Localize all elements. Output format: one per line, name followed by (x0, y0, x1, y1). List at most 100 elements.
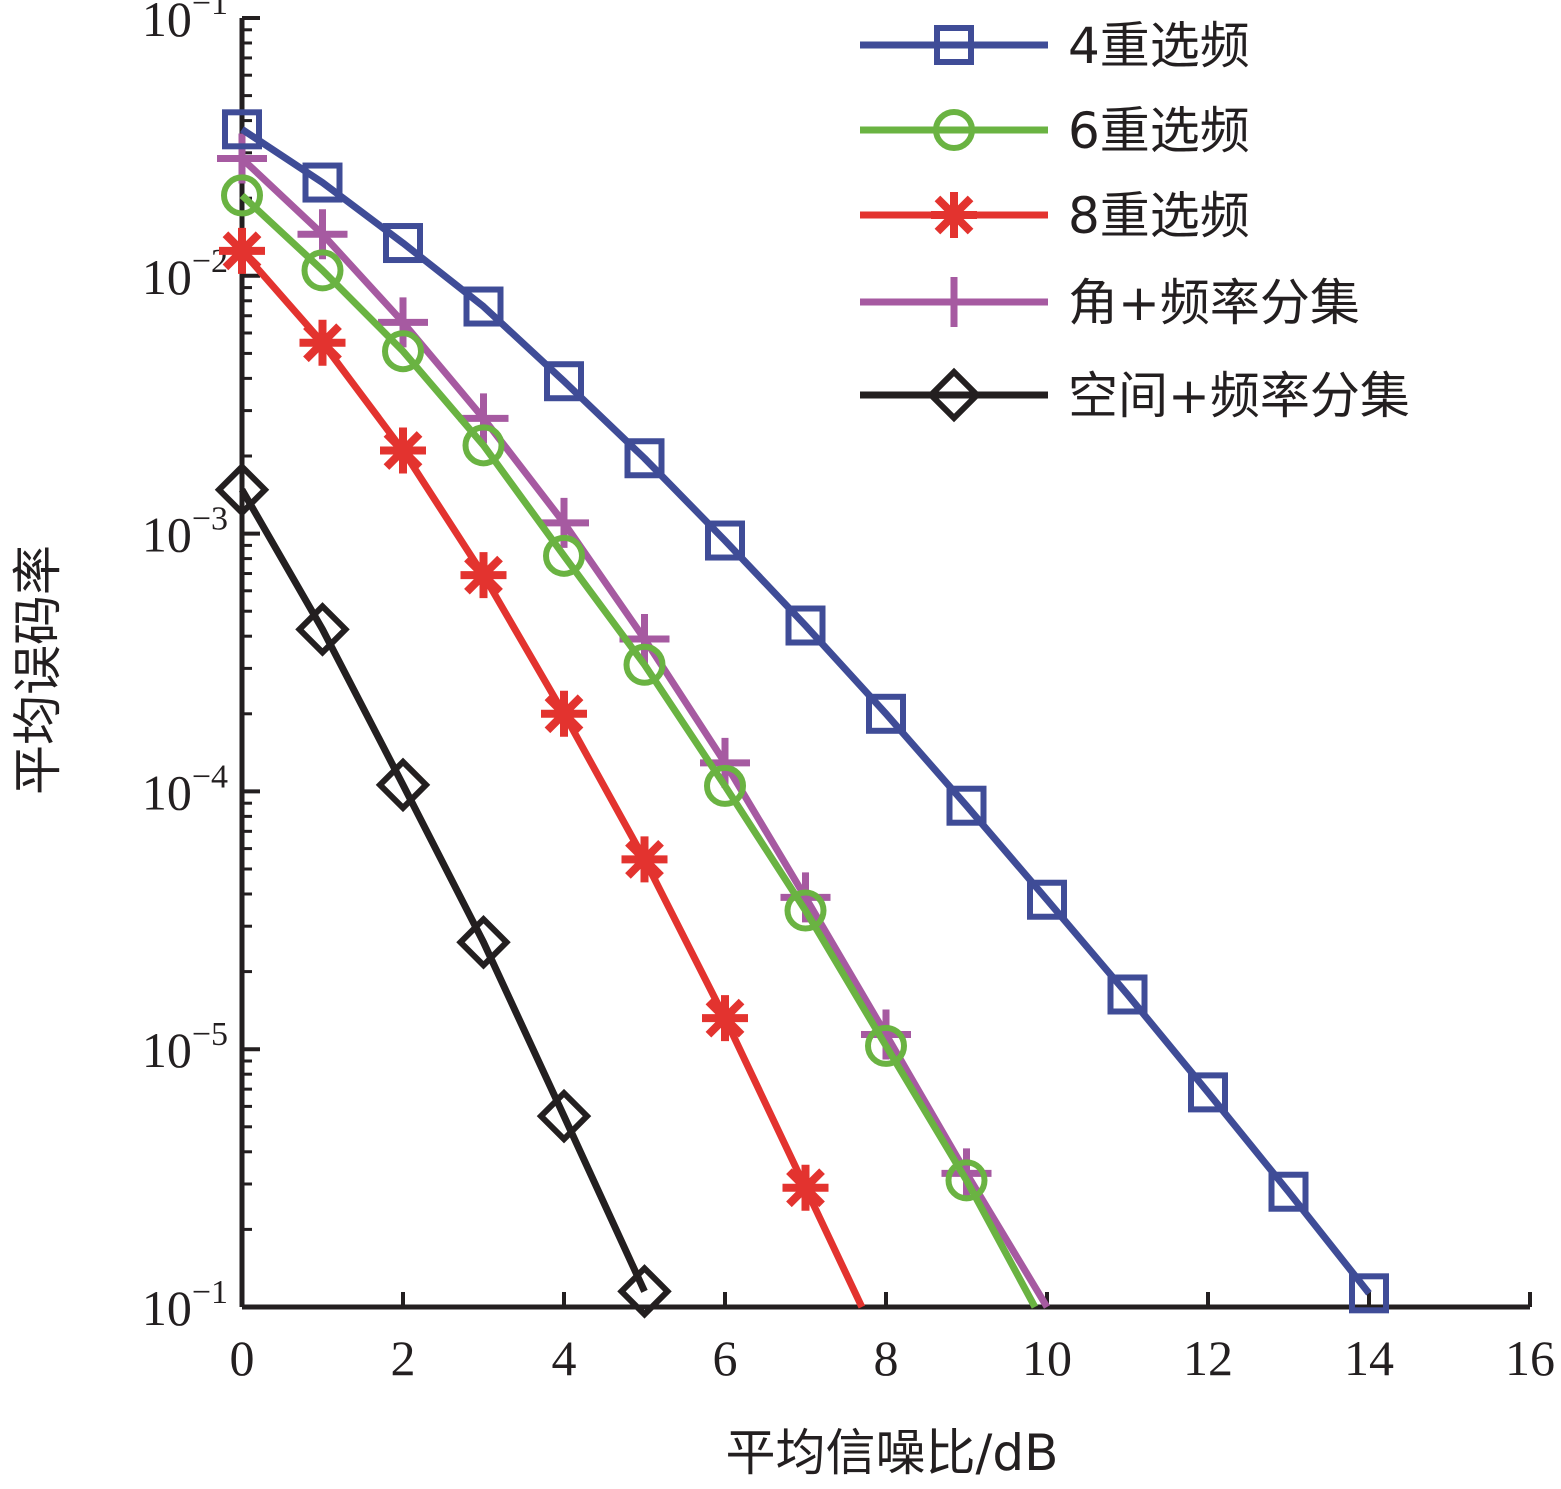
data-point-diamond (617, 1264, 672, 1319)
x-axis-title: 平均信噪比/dB (726, 1424, 1059, 1482)
data-point-asterisk (460, 552, 507, 599)
data-point-square (1268, 1171, 1309, 1212)
x-axis-ticks: 0 2 4 6 8 10 12 14 16 (230, 1292, 1555, 1386)
y-axis-title: 平均误码率 (9, 545, 67, 795)
y-tick-mantissa: 10 (142, 507, 192, 563)
series-square (222, 109, 1389, 1314)
x-tick-label: 16 (1505, 1330, 1555, 1386)
data-point-square (1027, 879, 1067, 920)
legend-label: 角+频率分集 (1068, 274, 1360, 332)
legend-item: 角+频率分集 (860, 274, 1360, 332)
data-point-circle (462, 424, 505, 467)
data-point-circle (784, 889, 827, 932)
y-tick-label: 10−1 (142, 0, 228, 47)
data-point-diamond (214, 462, 270, 517)
legend-marker-diamond (926, 367, 982, 423)
data-point-diamond (456, 914, 511, 970)
data-point-diamond (536, 1088, 592, 1144)
y-tick-mantissa: 10 (142, 1022, 192, 1078)
y-tick-exponent: −5 (192, 1016, 228, 1053)
legend-label: 4重选频 (1068, 17, 1250, 75)
y-tick-exponent: −1 (192, 1274, 228, 1311)
data-point-square (1107, 974, 1148, 1015)
data-point-asterisk (782, 1164, 829, 1211)
data-point-square (463, 286, 504, 327)
legend-label: 8重选频 (1068, 187, 1250, 245)
legend-item: 8重选频 (860, 187, 1250, 245)
data-point-square (544, 361, 584, 402)
series-asterisk (219, 227, 866, 1309)
y-axis-ticks: 10−110−210−310−410−510−1 (142, 0, 260, 1336)
x-tick-label: 0 (230, 1330, 255, 1386)
y-tick-exponent: −3 (192, 501, 228, 538)
data-point-square (1188, 1072, 1228, 1113)
y-tick-label: 10−3 (142, 501, 228, 563)
legend-item: 空间+频率分集 (860, 367, 1410, 425)
data-point-square (866, 693, 906, 734)
legend-label: 空间+频率分集 (1068, 367, 1410, 425)
data-point-square (302, 162, 343, 203)
data-point-plus (378, 297, 428, 348)
legend-marker-circle (933, 109, 975, 151)
series-circle (221, 174, 1039, 1309)
y-tick-mantissa: 10 (142, 1280, 192, 1336)
series-diamond (214, 462, 672, 1319)
x-tick-label: 6 (713, 1330, 738, 1386)
data-point-square (705, 520, 745, 561)
y-tick-mantissa: 10 (142, 0, 192, 47)
series-line (240, 126, 1372, 1296)
series-plus (217, 133, 1050, 1309)
legend-label: 6重选频 (1068, 102, 1250, 160)
y-tick-exponent: −4 (192, 758, 228, 795)
axes (239, 18, 1530, 1310)
data-point-circle (945, 1159, 988, 1202)
data-point-square (785, 605, 826, 646)
data-point-circle (865, 1024, 907, 1067)
data-point-asterisk (380, 427, 426, 474)
legend-item: 6重选频 (860, 102, 1250, 160)
y-tick-mantissa: 10 (142, 249, 192, 305)
series-line (239, 248, 866, 1309)
data-point-diamond (375, 757, 431, 813)
series-line (238, 487, 648, 1293)
data-point-circle (623, 643, 666, 686)
data-point-plus (458, 393, 509, 444)
x-tick-label: 12 (1183, 1330, 1233, 1386)
legend-marker-asterisk (931, 192, 977, 238)
data-point-circle (301, 249, 344, 292)
x-tick-label: 8 (874, 1330, 899, 1386)
data-point-circle (382, 330, 424, 373)
data-point-asterisk (219, 227, 265, 274)
series-layer (214, 109, 1389, 1319)
x-tick-label: 10 (1022, 1330, 1072, 1386)
legend-marker-plus (929, 277, 979, 327)
y-tick-label: 10−4 (142, 758, 228, 820)
x-tick-label: 4 (552, 1330, 577, 1386)
data-point-circle (221, 174, 263, 217)
y-tick-label: 10−1 (142, 1274, 228, 1336)
legend-item: 4重选频 (860, 17, 1250, 75)
y-tick-label: 10−2 (142, 243, 228, 305)
y-tick-mantissa: 10 (142, 764, 192, 820)
data-point-circle (704, 764, 746, 807)
data-point-asterisk (621, 836, 668, 883)
data-point-square (946, 785, 987, 826)
series-line (239, 192, 1039, 1309)
x-tick-label: 2 (391, 1330, 416, 1386)
legend-marker-square (934, 25, 974, 65)
data-point-square (222, 109, 262, 150)
data-point-asterisk (299, 319, 346, 366)
data-point-asterisk (541, 690, 587, 737)
data-point-circle (543, 534, 585, 577)
x-tick-label: 14 (1344, 1330, 1394, 1386)
data-point-asterisk (702, 995, 748, 1042)
series-line (239, 155, 1050, 1309)
data-point-square (383, 223, 423, 264)
data-point-diamond (295, 602, 350, 657)
y-tick-exponent: −1 (192, 0, 228, 22)
data-point-square (624, 438, 665, 479)
data-point-square (1349, 1273, 1389, 1314)
y-tick-label: 10−5 (142, 1016, 228, 1078)
